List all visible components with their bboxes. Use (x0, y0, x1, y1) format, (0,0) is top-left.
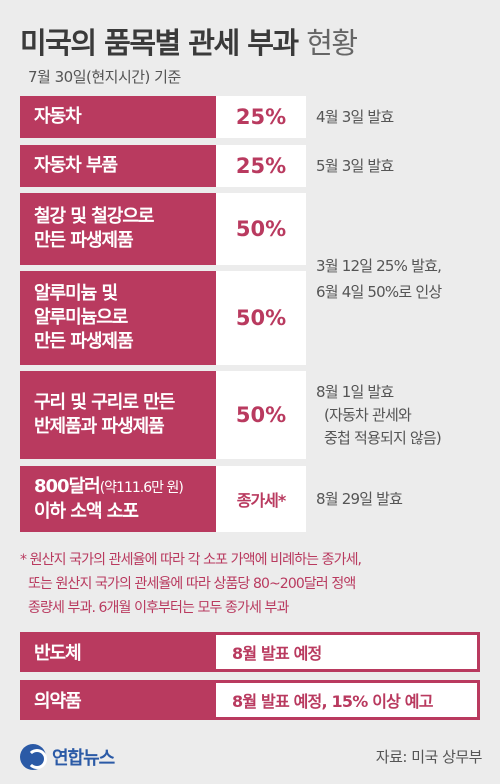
category-line: 반제품과 파생제품 (34, 416, 165, 437)
note-line: 3월 12일 25% 발효, (316, 257, 442, 275)
effective-note: 8월 1일 발효 (자동차 관세와 중첩 적용되지 않음) (306, 371, 480, 459)
category-line: 이하 소액 소포 (34, 500, 139, 522)
category-line: 철강 및 철강으로 (34, 206, 154, 227)
effective-note: 4월 3일 발효 (306, 96, 480, 138)
category-label: 자동차 부품 (20, 145, 216, 187)
title-light: 현황 (306, 26, 358, 60)
tariff-row-small-parcel: 800달러(약111.6만 원) 이하 소액 소포 종가세* 8월 29일 발효 (20, 466, 480, 532)
shared-effective-note: 3월 12일 25% 발효, 6월 4일 50%로 인상 (306, 193, 480, 365)
category-label: 구리 및 구리로 만든 반제품과 파생제품 (20, 371, 216, 459)
yonhap-logo-icon (20, 744, 47, 770)
pending-row-pharmaceutical: 의약품 8월 발표 예정, 15% 이상 예고 (20, 680, 480, 720)
category-label: 철강 및 철강으로 만든 파생제품 (20, 193, 216, 265)
footnote-line: * 원산지 국가의 관세율에 따라 각 소포 가액에 비례하는 종가세, (20, 552, 362, 568)
logo-text: 연합뉴스 (52, 748, 115, 769)
category-line: 알루미늄으로 (34, 307, 128, 328)
page-title: 미국의 품목별 관세 부과 현황 (20, 20, 358, 62)
category-label: 800달러(약111.6만 원) 이하 소액 소포 (20, 466, 216, 532)
category-paren: (약111.6만 원) (99, 479, 184, 496)
pending-row-semiconductor: 반도체 8월 발표 예정 (20, 632, 480, 672)
note-line: (자동차 관세와 (324, 405, 412, 424)
rate-value: 50% (216, 371, 306, 459)
category-main: 800달러 (34, 475, 101, 497)
category-label: 자동차 (20, 96, 216, 138)
rate-value: 50% (216, 193, 306, 265)
subtitle: 7월 30일(현지시간) 기준 (28, 68, 181, 86)
footnote-line: 종량세 부과. 6개월 이후부터는 모두 종가세 부과 (28, 600, 289, 616)
note-line: 8월 1일 발효 (316, 382, 394, 401)
category-line: 구리 및 구리로 만든 (34, 392, 175, 413)
yonhap-logo: 연합뉴스 (20, 744, 115, 770)
source-credit: 자료: 미국 상무부 (375, 748, 483, 766)
effective-note: 8월 29일 발효 (306, 466, 480, 532)
category-line: 만든 파생제품 (34, 230, 134, 251)
category-line: 만든 파생제품 (34, 331, 134, 352)
tariff-row-steel: 철강 및 철강으로 만든 파생제품 50% (20, 193, 306, 265)
category-line: 알루미늄 및 (34, 283, 118, 304)
tariff-row-aluminum: 알루미늄 및 알루미늄으로 만든 파생제품 50% (20, 271, 306, 365)
tariff-row-automobile: 자동차 25% 4월 3일 발효 (20, 96, 480, 138)
rate-value: 종가세* (216, 466, 306, 532)
rate-value: 25% (216, 145, 306, 187)
status-value: 8월 발표 예정 (216, 635, 477, 669)
rate-value: 25% (216, 96, 306, 138)
category-label: 의약품 (23, 683, 216, 717)
note-line: 6월 4일 50%로 인상 (316, 283, 442, 301)
category-label: 알루미늄 및 알루미늄으로 만든 파생제품 (20, 271, 216, 365)
title-bold: 미국의 품목별 관세 부과 (20, 26, 299, 60)
footnote-line: 또는 원산지 국가의 관세율에 따라 상품당 80~200달러 정액 (28, 576, 356, 592)
tariff-row-copper: 구리 및 구리로 만든 반제품과 파생제품 50% 8월 1일 발효 (자동차 … (20, 371, 480, 459)
effective-note: 5월 3일 발효 (306, 145, 480, 187)
rate-value: 50% (216, 271, 306, 365)
status-value: 8월 발표 예정, 15% 이상 예고 (216, 683, 477, 717)
category-label: 반도체 (23, 635, 216, 669)
footnote: * 원산지 국가의 관세율에 따라 각 소포 가액에 비례하는 종가세, 또는 … (20, 548, 482, 620)
tariff-row-auto-parts: 자동차 부품 25% 5월 3일 발효 (20, 145, 480, 187)
note-line: 중첩 적용되지 않음) (324, 428, 442, 447)
